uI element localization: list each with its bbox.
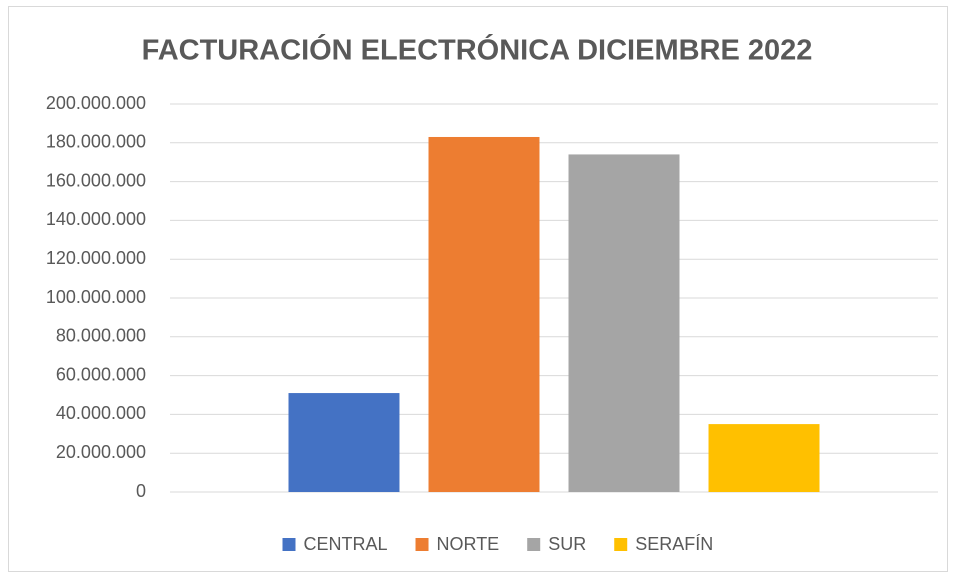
y-tick-label: 160.000.000	[46, 170, 146, 190]
bar	[568, 154, 680, 492]
y-tick-label: 180.000.000	[46, 132, 146, 152]
legend-label: SUR	[548, 534, 586, 554]
bar	[708, 424, 820, 492]
y-tick-label: 20.000.000	[56, 442, 146, 462]
y-tick-label: 60.000.000	[56, 364, 146, 384]
y-tick-label: 100.000.000	[46, 287, 146, 307]
y-tick-label: 120.000.000	[46, 248, 146, 268]
legend-swatch	[282, 538, 296, 551]
legend-swatch	[415, 538, 429, 551]
legend-swatch	[614, 538, 628, 551]
y-tick-label: 0	[136, 481, 146, 501]
y-tick-label: 80.000.000	[56, 326, 146, 346]
y-tick-label: 140.000.000	[46, 209, 146, 229]
bar	[288, 393, 400, 492]
y-tick-label: 40.000.000	[56, 403, 146, 423]
legend-label: CENTRAL	[304, 534, 388, 554]
legend-swatch	[527, 538, 541, 551]
legend-label: SERAFÍN	[635, 534, 713, 554]
y-tick-label: 200.000.000	[46, 93, 146, 113]
bar	[428, 136, 540, 493]
legend-label: NORTE	[437, 534, 500, 554]
chart-title: FACTURACIÓN ELECTRÓNICA DICIEMBRE 2022	[142, 33, 813, 67]
